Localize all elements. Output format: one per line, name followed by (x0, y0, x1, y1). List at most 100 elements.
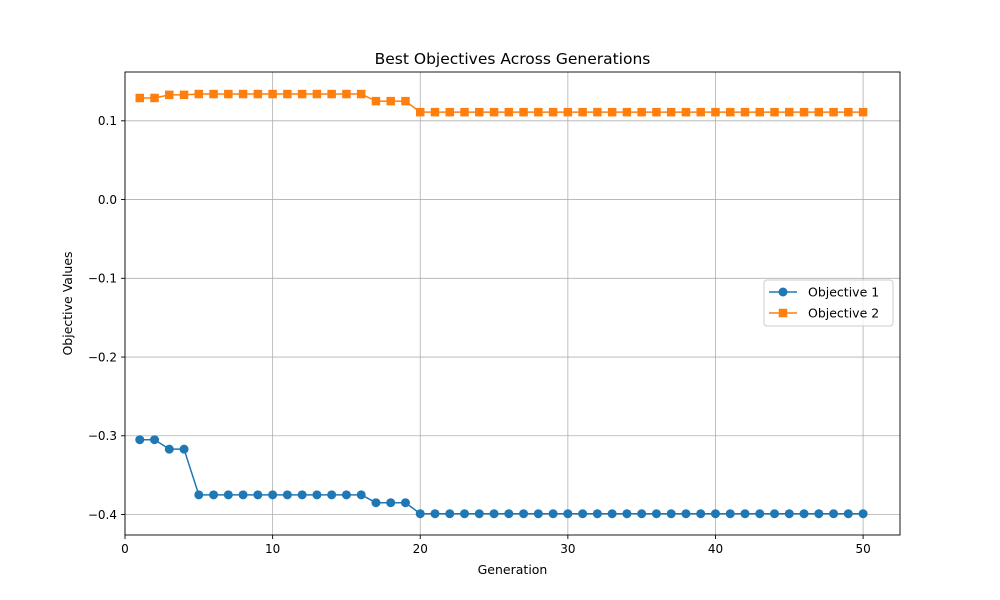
data-point-objective-1 (223, 490, 233, 500)
data-point-objective-1 (327, 490, 337, 500)
data-point-objective-2 (401, 96, 410, 106)
data-point-objective-2 (548, 107, 558, 117)
data-point-objective-2 (563, 107, 573, 117)
data-point-objective-2 (829, 107, 838, 117)
data-point-objective-2 (666, 107, 676, 117)
data-point-objective-2 (711, 107, 720, 117)
data-point-objective-1 (770, 509, 780, 519)
x-tick-label: 10 (265, 542, 280, 556)
data-point-objective-2 (165, 90, 174, 100)
y-tick-label: −0.1 (88, 272, 117, 286)
data-point-objective-1 (829, 509, 839, 519)
data-point-objective-1 (164, 444, 174, 454)
data-point-objective-2 (297, 89, 307, 99)
data-point-objective-2 (135, 93, 145, 103)
legend-marker-objective-2 (778, 308, 788, 318)
data-point-objective-1 (578, 509, 588, 519)
data-point-objective-2 (755, 107, 765, 117)
series-line-objective-2 (139, 93, 864, 113)
data-point-objective-2 (637, 107, 646, 117)
data-point-objective-1 (209, 490, 219, 500)
data-point-objective-1 (740, 509, 750, 519)
data-point-objective-2 (386, 96, 395, 106)
data-point-objective-2 (371, 96, 381, 106)
data-point-objective-2 (799, 107, 809, 117)
data-point-objective-2 (652, 107, 661, 117)
data-point-objective-1 (150, 435, 160, 445)
data-point-objective-2 (253, 89, 263, 99)
data-point-objective-1 (460, 509, 470, 519)
legend: Objective 1 Objective 2 (763, 279, 894, 327)
data-point-objective-1 (725, 509, 735, 519)
data-point-objective-2 (593, 107, 602, 117)
data-point-objective-1 (504, 509, 514, 519)
data-point-objective-2 (356, 89, 366, 99)
plot-area-frame (124, 71, 901, 536)
data-point-objective-1 (710, 509, 720, 519)
data-point-objective-2 (283, 89, 292, 99)
data-point-objective-2 (224, 89, 233, 99)
data-point-objective-2 (844, 107, 853, 117)
data-point-objective-1 (194, 490, 204, 500)
data-point-objective-1 (666, 509, 676, 519)
data-point-objective-2 (209, 89, 218, 99)
y-tick-label: −0.3 (88, 429, 117, 443)
data-point-objective-1 (371, 498, 381, 508)
data-point-objective-1 (445, 509, 455, 519)
data-point-objective-1 (297, 490, 307, 500)
data-point-objective-1 (607, 509, 617, 519)
series-line-objective-1 (139, 438, 864, 515)
data-point-objective-2 (415, 107, 425, 117)
data-point-objective-2 (681, 107, 691, 117)
legend-label-objective-2: Objective 2 (808, 306, 879, 321)
data-point-objective-2 (342, 89, 351, 99)
y-tick-label: 0.0 (98, 193, 117, 207)
data-point-objective-1 (474, 509, 484, 519)
data-point-objective-2 (194, 89, 204, 99)
data-point-objective-1 (341, 490, 351, 500)
data-point-objective-2 (578, 107, 587, 117)
data-point-objective-2 (475, 107, 484, 117)
data-point-objective-2 (504, 107, 514, 117)
series-layer (135, 89, 868, 519)
x-tick-label: 0 (121, 542, 129, 556)
data-point-objective-1 (696, 509, 706, 519)
x-axis-ticks: 0 10 20 30 40 50 (121, 535, 871, 556)
data-point-objective-1 (533, 509, 543, 519)
data-point-objective-2 (312, 89, 322, 99)
data-point-objective-1 (681, 509, 691, 519)
y-tick-label: −0.2 (88, 350, 117, 364)
data-point-objective-1 (858, 509, 868, 519)
legend-marker-objective-1 (778, 287, 788, 297)
x-tick-label: 20 (413, 542, 428, 556)
data-point-objective-2 (179, 90, 189, 100)
data-point-objective-1 (651, 509, 661, 519)
data-point-objective-2 (445, 107, 455, 117)
data-point-objective-1 (843, 509, 853, 519)
data-point-objective-1 (430, 509, 440, 519)
data-point-objective-1 (179, 444, 189, 454)
data-point-objective-2 (785, 107, 794, 117)
data-point-objective-1 (563, 509, 573, 519)
data-point-objective-1 (400, 498, 410, 508)
data-point-objective-2 (740, 107, 750, 117)
x-tick-label: 50 (855, 542, 870, 556)
data-point-objective-2 (430, 107, 440, 117)
data-point-objective-2 (607, 107, 617, 117)
y-tick-label: −0.4 (88, 508, 117, 522)
data-point-objective-2 (327, 89, 336, 99)
data-point-objective-1 (548, 509, 558, 519)
y-axis-label: Objective Values (60, 251, 75, 355)
data-point-objective-1 (784, 509, 794, 519)
data-point-objective-1 (312, 490, 322, 500)
y-axis-ticks: −0.4 −0.3 −0.2 −0.1 0.0 0.1 (88, 114, 125, 522)
data-point-objective-1 (253, 490, 263, 500)
data-point-objective-1 (386, 498, 396, 508)
data-point-objective-2 (460, 107, 469, 117)
data-point-objective-2 (770, 107, 779, 117)
data-point-objective-2 (519, 107, 528, 117)
data-point-objective-1 (135, 435, 145, 445)
data-point-objective-1 (238, 490, 248, 500)
chart-title: Best Objectives Across Generations (375, 50, 651, 68)
